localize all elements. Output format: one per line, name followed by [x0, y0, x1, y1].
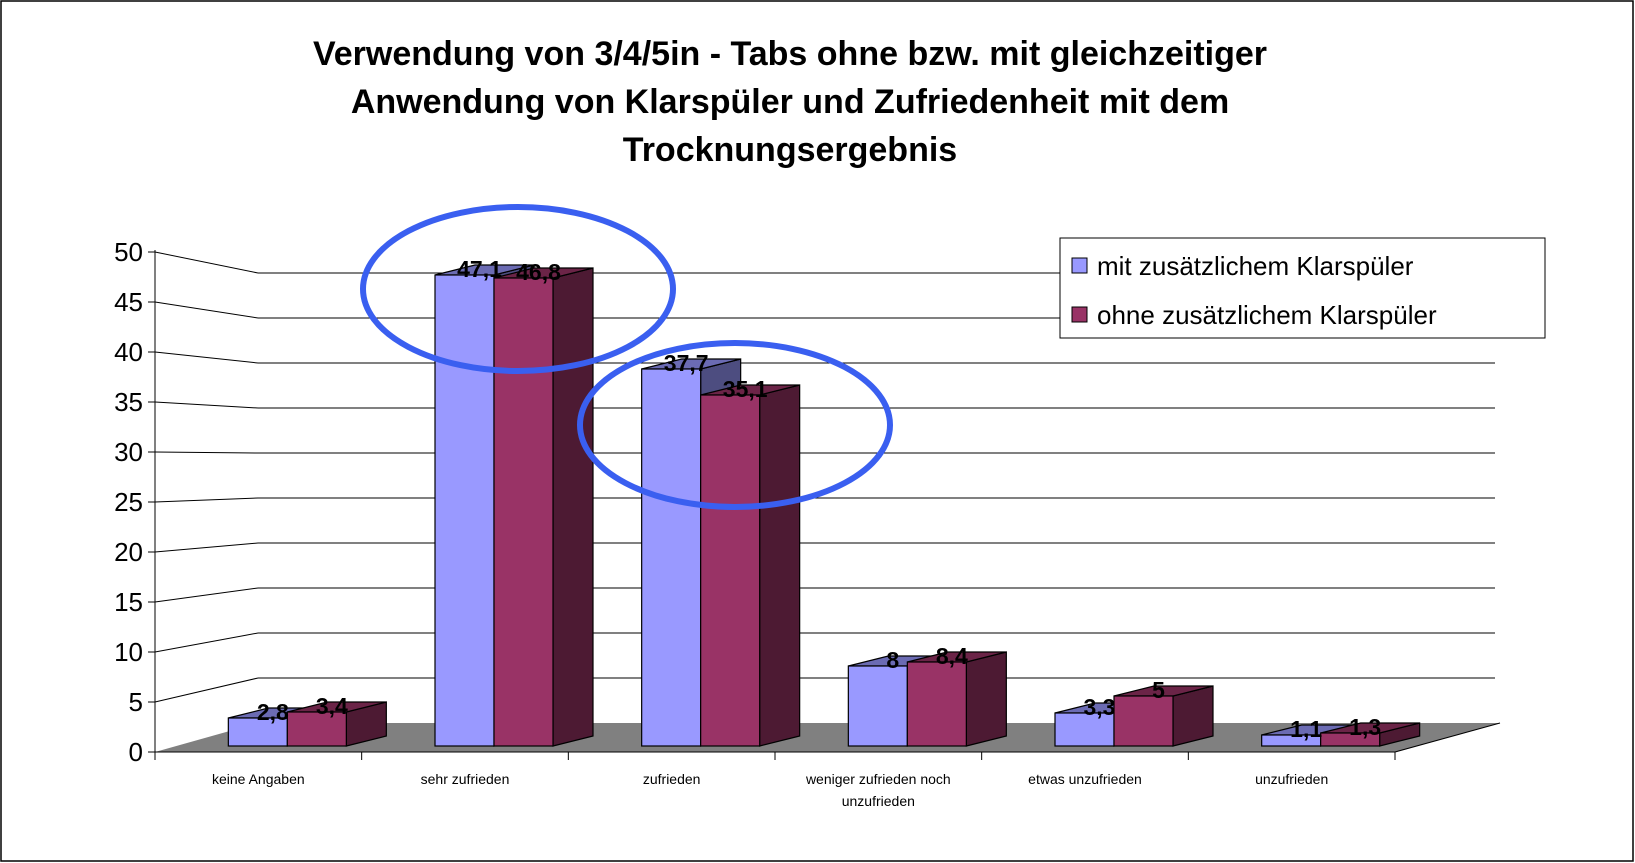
grid-line [154, 401, 259, 409]
grid-line [154, 587, 259, 603]
x-tick-label: zufrieden [642, 771, 701, 787]
bar-front [1320, 732, 1381, 747]
bar-side [965, 651, 1007, 747]
bar-side [552, 267, 594, 747]
highlight-ellipse [360, 204, 676, 374]
bar [286, 701, 387, 747]
legend-swatch [1071, 306, 1088, 323]
data-label: 47,1 [457, 256, 502, 282]
data-label: 1,3 [1349, 714, 1381, 740]
legend-swatch [1071, 257, 1088, 274]
grid-line [154, 451, 259, 454]
bar [493, 267, 594, 747]
y-tick-label: 35 [114, 387, 143, 417]
y-tick-label: 30 [114, 437, 143, 467]
grid-line [154, 677, 259, 703]
bar-front [434, 274, 495, 747]
y-tick-label: 45 [114, 287, 143, 317]
bar [700, 384, 801, 747]
legend-label: ohne zusätzlichem Klarspüler [1097, 300, 1437, 330]
legend-label: mit zusätzlichem Klarspüler [1097, 251, 1414, 281]
legend [1059, 237, 1546, 339]
grid-line [154, 251, 259, 274]
y-tick-label: 40 [114, 337, 143, 367]
highlight-ellipse [577, 340, 893, 510]
bar [1113, 685, 1214, 747]
data-label: 2,8 [257, 699, 289, 725]
x-tick-label: sehr zufrieden [420, 771, 510, 787]
bar-front [906, 661, 967, 747]
y-tick-label: 20 [114, 537, 143, 567]
x-tick-label: keine Angaben [212, 771, 305, 787]
data-label: 3,4 [316, 693, 348, 719]
grid-line [154, 632, 259, 653]
data-label: 37,7 [664, 350, 709, 376]
bar-front [493, 277, 554, 747]
bar-side [759, 384, 801, 747]
grid-line [154, 301, 259, 319]
grid-line [154, 542, 259, 553]
y-tick-label: 5 [129, 687, 143, 717]
data-label: 46,8 [516, 259, 561, 285]
x-tick-label: weniger zufrieden noch unzufrieden [805, 771, 951, 809]
y-tick-label: 25 [114, 487, 143, 517]
bar [1320, 722, 1421, 747]
bar-front [286, 711, 347, 747]
bar-front [227, 717, 288, 747]
x-tick-label: etwas unzufrieden [1028, 771, 1142, 787]
data-label: 8 [886, 647, 899, 673]
y-tick-label: 10 [114, 637, 143, 667]
grid-line [154, 351, 259, 364]
chart-title: Verwendung von 3/4/5in - Tabs ohne bzw. … [312, 35, 1268, 169]
grid-line [154, 497, 259, 503]
x-tick-label: unzufrieden [1255, 771, 1329, 787]
bar-front [641, 368, 702, 747]
data-label: 35,1 [723, 376, 768, 402]
x-axis-depth [1394, 722, 1501, 753]
data-label: 8,4 [936, 643, 968, 669]
bar-front [700, 394, 761, 747]
y-tick-label: 50 [114, 237, 143, 267]
data-label: 3,3 [1084, 694, 1116, 720]
bar [906, 651, 1007, 747]
data-label: 5 [1152, 677, 1165, 703]
bar-front [847, 665, 908, 747]
y-tick-label: 15 [114, 587, 143, 617]
data-label: 1,1 [1290, 716, 1322, 742]
bar-front [1113, 695, 1174, 747]
y-tick-label: 0 [129, 737, 143, 767]
